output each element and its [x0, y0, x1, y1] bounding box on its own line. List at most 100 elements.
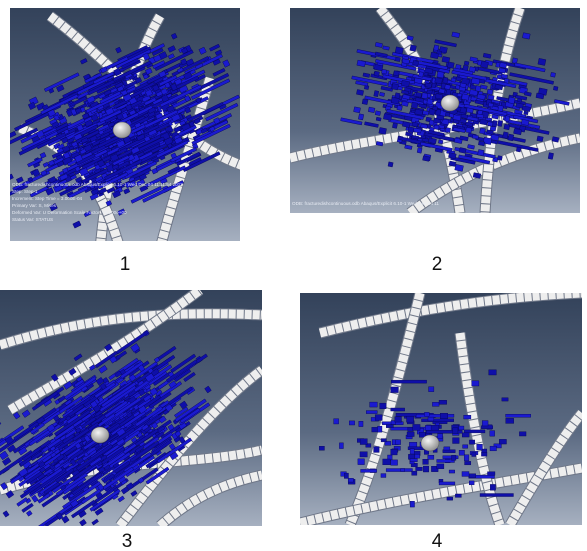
element — [115, 46, 122, 54]
element — [374, 414, 383, 421]
element — [130, 186, 163, 204]
fiber-band — [0, 309, 262, 350]
element — [107, 121, 116, 128]
element — [167, 386, 193, 406]
element — [493, 443, 502, 449]
element — [516, 146, 522, 153]
element — [111, 164, 120, 171]
element — [100, 66, 108, 74]
element — [519, 431, 527, 437]
fiber-band — [506, 410, 582, 525]
element — [441, 56, 451, 64]
element — [136, 133, 146, 142]
element — [167, 165, 181, 175]
element — [406, 35, 414, 41]
element — [109, 153, 120, 162]
element — [45, 187, 55, 196]
element — [169, 451, 179, 461]
element — [507, 133, 515, 142]
element — [375, 116, 382, 122]
element — [76, 444, 113, 471]
element — [454, 164, 464, 172]
element — [421, 418, 454, 422]
element — [63, 380, 73, 390]
element — [355, 80, 369, 87]
element — [177, 124, 197, 137]
element — [101, 446, 126, 465]
element — [427, 455, 435, 460]
element — [124, 161, 157, 180]
element — [458, 154, 491, 165]
element — [47, 109, 56, 118]
element — [438, 139, 444, 145]
fiber-band — [116, 366, 262, 526]
element — [60, 484, 67, 491]
panel-label: 4 — [432, 531, 443, 551]
element — [469, 56, 478, 63]
element — [432, 402, 440, 407]
element — [31, 494, 39, 503]
element — [438, 481, 456, 486]
element — [471, 452, 477, 457]
element — [43, 481, 61, 495]
element — [124, 181, 132, 189]
element — [442, 455, 459, 459]
element — [158, 70, 167, 79]
element — [170, 83, 178, 92]
element — [436, 463, 445, 469]
element — [37, 493, 51, 504]
element — [378, 127, 387, 135]
element — [520, 119, 530, 126]
element — [428, 130, 445, 137]
element — [143, 394, 152, 402]
element — [18, 467, 29, 478]
element — [100, 381, 137, 408]
element — [10, 127, 39, 147]
element — [98, 109, 122, 123]
element — [69, 96, 87, 108]
element — [39, 152, 47, 159]
element — [121, 57, 140, 70]
element — [66, 414, 79, 425]
element — [514, 62, 546, 73]
element — [488, 369, 497, 376]
element — [153, 54, 162, 63]
element — [151, 422, 159, 430]
element — [30, 450, 44, 461]
element — [430, 425, 439, 431]
element — [103, 89, 112, 96]
element — [434, 77, 443, 85]
element — [392, 122, 398, 129]
element — [155, 159, 176, 172]
element — [200, 127, 208, 134]
element — [421, 92, 429, 100]
element — [424, 82, 433, 89]
damage-elements — [319, 369, 531, 508]
element — [16, 497, 29, 507]
element — [461, 77, 470, 85]
element — [459, 135, 469, 142]
element — [511, 57, 518, 64]
element — [393, 70, 400, 77]
element — [522, 32, 531, 40]
element — [134, 77, 143, 84]
element — [455, 493, 462, 498]
element — [505, 418, 514, 424]
element — [535, 92, 545, 100]
element — [5, 490, 15, 499]
element — [418, 103, 428, 109]
element — [405, 131, 413, 137]
element — [379, 402, 387, 409]
element — [49, 203, 58, 212]
element — [145, 452, 168, 469]
element — [460, 113, 468, 119]
element — [436, 114, 445, 121]
element — [18, 446, 28, 456]
element — [115, 182, 123, 189]
element — [31, 391, 59, 411]
element — [481, 452, 488, 457]
caption: Increment: Step Time = 3.000E-04 — [12, 196, 83, 201]
element — [375, 59, 417, 71]
element — [455, 76, 462, 82]
